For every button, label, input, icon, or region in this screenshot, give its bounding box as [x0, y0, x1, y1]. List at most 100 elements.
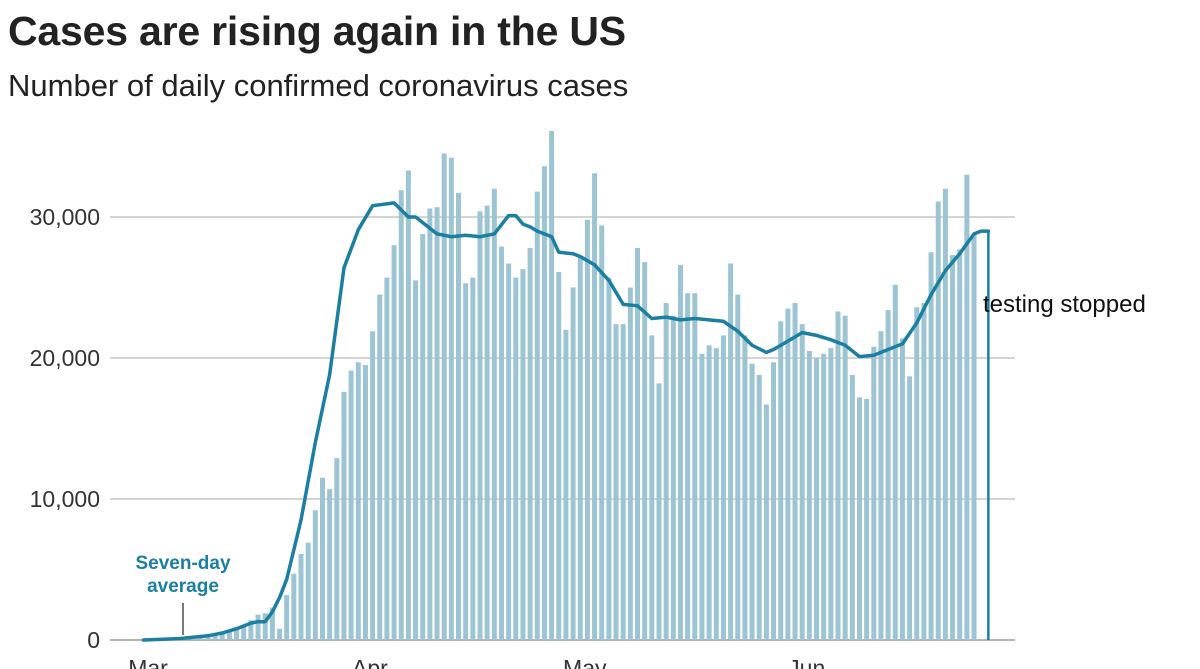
bar [391, 245, 397, 640]
bar [513, 277, 519, 640]
x-tick-label: Mar [128, 655, 168, 669]
bar [556, 271, 562, 640]
bar [405, 170, 411, 640]
bar [627, 287, 633, 640]
bar [448, 157, 454, 640]
testing-stopped-label: testing stopped [983, 291, 1146, 318]
bar [849, 374, 855, 640]
bar [935, 201, 941, 641]
bar [298, 553, 304, 640]
bar [534, 191, 540, 640]
bar [427, 208, 433, 641]
bar [327, 489, 333, 640]
bar [441, 153, 447, 641]
x-tick-label: Apr [352, 655, 388, 669]
bar [599, 225, 605, 640]
seven-day-label-line2: average [147, 576, 219, 597]
bar [355, 362, 361, 640]
bar [248, 620, 254, 640]
bar [592, 173, 598, 641]
bar [899, 338, 905, 640]
bar [584, 219, 590, 640]
bar [806, 350, 812, 640]
bar [957, 249, 963, 640]
seven-day-average-line [141, 201, 991, 642]
bar [334, 458, 340, 640]
bar [663, 303, 669, 640]
bar [950, 255, 956, 640]
bar [821, 353, 827, 640]
bar [498, 246, 504, 641]
bar [477, 211, 483, 641]
bar [348, 370, 354, 640]
chart-title: Cases are rising again in the US [8, 8, 626, 54]
bar [692, 293, 698, 640]
bar [842, 315, 848, 640]
bar [527, 248, 533, 640]
y-tick-label: 30,000 [30, 204, 100, 230]
bar [570, 287, 576, 640]
bar [269, 607, 275, 640]
bar [756, 374, 762, 640]
bar [491, 188, 497, 641]
bar [341, 391, 347, 640]
bar [549, 130, 555, 641]
bar [613, 324, 619, 640]
bar [928, 252, 934, 640]
bar [219, 633, 225, 640]
bar [778, 321, 784, 640]
bar [699, 353, 705, 640]
bar [856, 397, 862, 640]
y-tick-label: 0 [87, 627, 100, 653]
bar [814, 358, 820, 640]
bar [312, 510, 318, 640]
bar [749, 363, 755, 640]
bar [255, 614, 261, 640]
bar [713, 348, 719, 640]
bar [606, 277, 612, 640]
bar [277, 628, 283, 640]
bar [212, 635, 218, 640]
y-axis: 0 10,000 20,000 30,000 [30, 204, 100, 653]
annotations: Seven-day average testing stopped [135, 231, 1146, 640]
bar [577, 256, 583, 640]
bar [205, 635, 211, 640]
bar-series [176, 130, 977, 641]
bar [635, 248, 641, 640]
x-axis: Mar Apr May Jun [128, 655, 825, 669]
bar [885, 310, 891, 640]
bar [728, 263, 734, 640]
bar [362, 365, 368, 640]
bar [413, 280, 419, 640]
bar [463, 283, 469, 640]
bar [871, 346, 877, 640]
bar [670, 315, 676, 640]
bar [828, 348, 834, 640]
bar [305, 542, 311, 640]
average-line-group [141, 201, 991, 642]
bar [706, 345, 712, 640]
seven-day-label-line1: Seven-day [135, 553, 230, 574]
bar [398, 190, 404, 640]
bar [792, 303, 798, 640]
bar [907, 376, 913, 640]
bar [835, 311, 841, 640]
bar [284, 594, 290, 640]
bar [506, 263, 512, 640]
bar [771, 362, 777, 640]
bar [541, 166, 547, 641]
bar [964, 174, 970, 640]
bar [520, 269, 526, 640]
bar [620, 324, 626, 640]
bar [785, 308, 791, 640]
x-tick-label: May [563, 655, 607, 669]
bar [685, 293, 691, 640]
bar [456, 193, 462, 640]
x-tick-label: Jun [788, 655, 825, 669]
bar [434, 207, 440, 640]
bar [649, 335, 655, 640]
bar [370, 331, 376, 640]
bar [470, 277, 476, 640]
bar [234, 627, 240, 640]
